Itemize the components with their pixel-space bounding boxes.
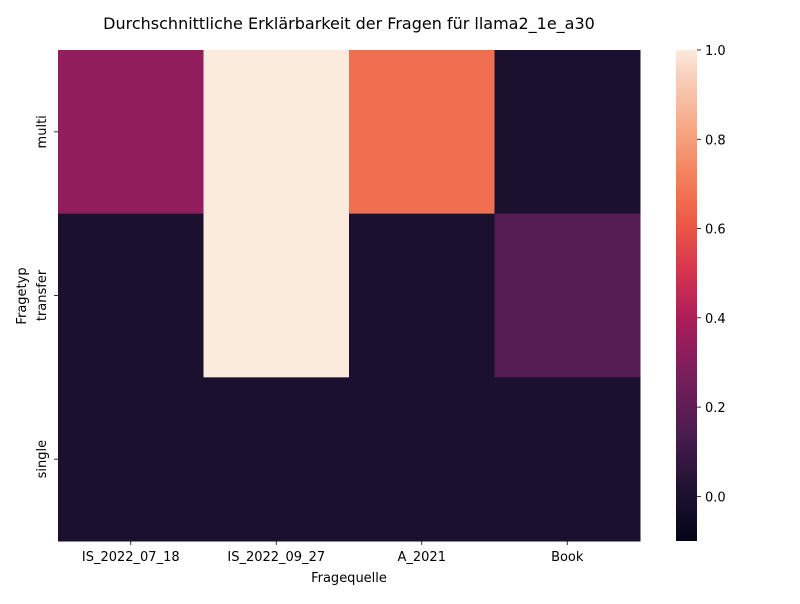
y-tick-label: single [35,440,50,479]
heatmap-cell [494,50,641,215]
chart-title: Durchschnittliche Erklärbarkeit der Frag… [103,14,595,34]
heatmap-cell [349,213,495,378]
y-axis-ticks: multi transfer single [35,115,58,478]
colorbar-tick-label: 0.2 [705,401,726,416]
heatmap-cell [58,213,204,378]
heatmap-cell [349,377,495,542]
y-tick-label: transfer [35,269,50,321]
y-tick-label: multi [35,115,50,148]
colorbar [676,50,697,541]
colorbar-tick-label: 1.0 [705,44,726,59]
x-axis-label: Fragequelle [311,571,387,586]
colorbar-tick-label: 0.6 [705,223,726,238]
heatmap-cell [494,377,641,542]
x-tick-label: A_2021 [398,550,446,565]
colorbar-tick-label: 0.8 [705,133,726,148]
heatmap-cell [58,50,204,215]
heatmap-cell [203,50,350,215]
y-axis-label: Fragetyp [15,267,30,324]
colorbar-ticks: 1.0 0.8 0.6 0.4 0.2 0.0 [697,44,726,505]
heatmap-cell [494,213,641,378]
x-axis-ticks: IS_2022_07_18 IS_2022_09_27 A_2021 Book [82,541,584,565]
x-tick-label: IS_2022_07_18 [82,550,180,565]
heatmap-cell [58,377,204,542]
colorbar-tick-label: 0.4 [705,312,726,327]
x-tick-label: Book [551,550,584,565]
heatmap-cell [203,213,350,378]
heatmap-cell [203,377,350,542]
x-tick-label: IS_2022_09_27 [227,550,325,565]
heatmap-cell [349,50,495,215]
heatmap-cells [58,50,641,542]
colorbar-tick-label: 0.0 [705,490,726,505]
